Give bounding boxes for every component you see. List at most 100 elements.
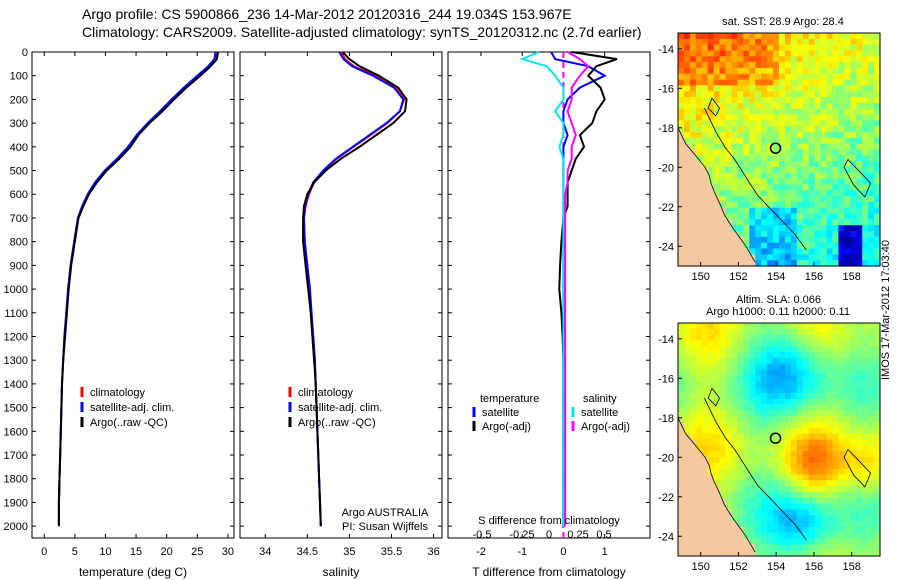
map-cell (808, 137, 816, 145)
map-cell (868, 143, 875, 151)
map-cell (862, 392, 869, 400)
map-cell (844, 433, 851, 441)
map-cell (749, 213, 756, 220)
map-cell (749, 427, 756, 435)
map-cell (749, 108, 756, 116)
map-cell (814, 381, 822, 388)
map-cell (826, 532, 834, 540)
map-cell (844, 225, 851, 232)
map-cell (683, 50, 691, 57)
map-cell (868, 328, 875, 336)
map-cell (832, 79, 840, 87)
map-cell (784, 236, 792, 244)
map-cell (731, 184, 739, 191)
map-cell (820, 323, 828, 330)
map-cell (731, 126, 739, 133)
map-cell (838, 132, 845, 139)
map-cell (701, 375, 709, 382)
map-cell (802, 323, 810, 330)
map-cell (808, 132, 816, 139)
map-cell (737, 137, 744, 145)
map-cell (678, 323, 685, 330)
map-cell (856, 248, 863, 255)
map-cell (790, 172, 798, 180)
map-cell (802, 33, 810, 40)
map-cell (784, 38, 792, 46)
map-cell (761, 201, 768, 209)
series-line-s-argo-adj- (564, 51, 590, 527)
map-cell (814, 422, 822, 429)
map-cell (826, 102, 834, 110)
map-cell (701, 44, 709, 52)
map-cell (814, 155, 822, 162)
map-cell (683, 231, 691, 238)
map-cell (737, 114, 744, 121)
map-cell (838, 44, 845, 52)
map-cell (755, 242, 762, 250)
map-cell (767, 521, 774, 528)
map-cell (683, 427, 691, 435)
map-cell (755, 387, 762, 394)
map-cell (850, 346, 857, 353)
map-y-tick-label: -22 (658, 492, 674, 504)
map-cell (689, 491, 697, 499)
map-cell (802, 392, 810, 400)
legend-label: satellite (482, 407, 519, 419)
map-cell (737, 398, 744, 406)
map-cell (862, 433, 869, 441)
map-cell (713, 462, 721, 470)
map-cell (689, 451, 697, 458)
map-cell (844, 56, 851, 63)
map-cell (838, 480, 845, 487)
map-cell (689, 375, 697, 382)
map-cell (743, 375, 750, 382)
map-cell (779, 515, 786, 522)
map-cell (826, 172, 834, 180)
map-cell (862, 85, 869, 92)
map-cell (820, 172, 828, 180)
map-cell (874, 260, 881, 267)
map-cell (820, 497, 828, 505)
map-cell (868, 357, 875, 365)
map-cell (773, 190, 780, 197)
map-cell (761, 132, 768, 139)
map-cell (790, 521, 798, 528)
map-cell (743, 445, 750, 452)
map-cell (844, 340, 851, 347)
sla-map: 150 152 154 156 158-14-16-18-20-22-24 (658, 322, 881, 573)
map-y-tick-label: -18 (658, 123, 674, 135)
map-cell (761, 427, 768, 435)
map-cell (856, 114, 863, 121)
map-cell (850, 44, 857, 52)
map-cell (707, 340, 715, 347)
map-cell (761, 491, 768, 499)
map-cell (784, 44, 792, 52)
map-cell (790, 538, 798, 545)
map-cell (832, 73, 840, 81)
map-cell (755, 334, 762, 342)
map-cell (784, 375, 792, 382)
map-cell (856, 538, 863, 545)
map-cell (701, 172, 709, 180)
map-cell (814, 201, 822, 209)
map-cell (826, 126, 834, 133)
map-cell (779, 207, 786, 215)
map-cell (779, 248, 786, 255)
map-cell (689, 178, 697, 186)
map-cell (838, 102, 845, 110)
map-cell (695, 91, 703, 98)
map-cell (784, 474, 792, 481)
map-cell (749, 334, 756, 342)
map-cell (832, 352, 840, 359)
map-cell (683, 526, 691, 534)
map-cell (683, 497, 691, 505)
map-cell (725, 369, 733, 377)
map-cell (808, 346, 816, 353)
map-cell (856, 97, 863, 104)
map-cell (874, 323, 881, 330)
map-cell (796, 73, 804, 81)
map-cell (707, 120, 715, 127)
map-cell (844, 381, 851, 388)
map-cell (707, 369, 715, 377)
map-cell (737, 363, 744, 371)
